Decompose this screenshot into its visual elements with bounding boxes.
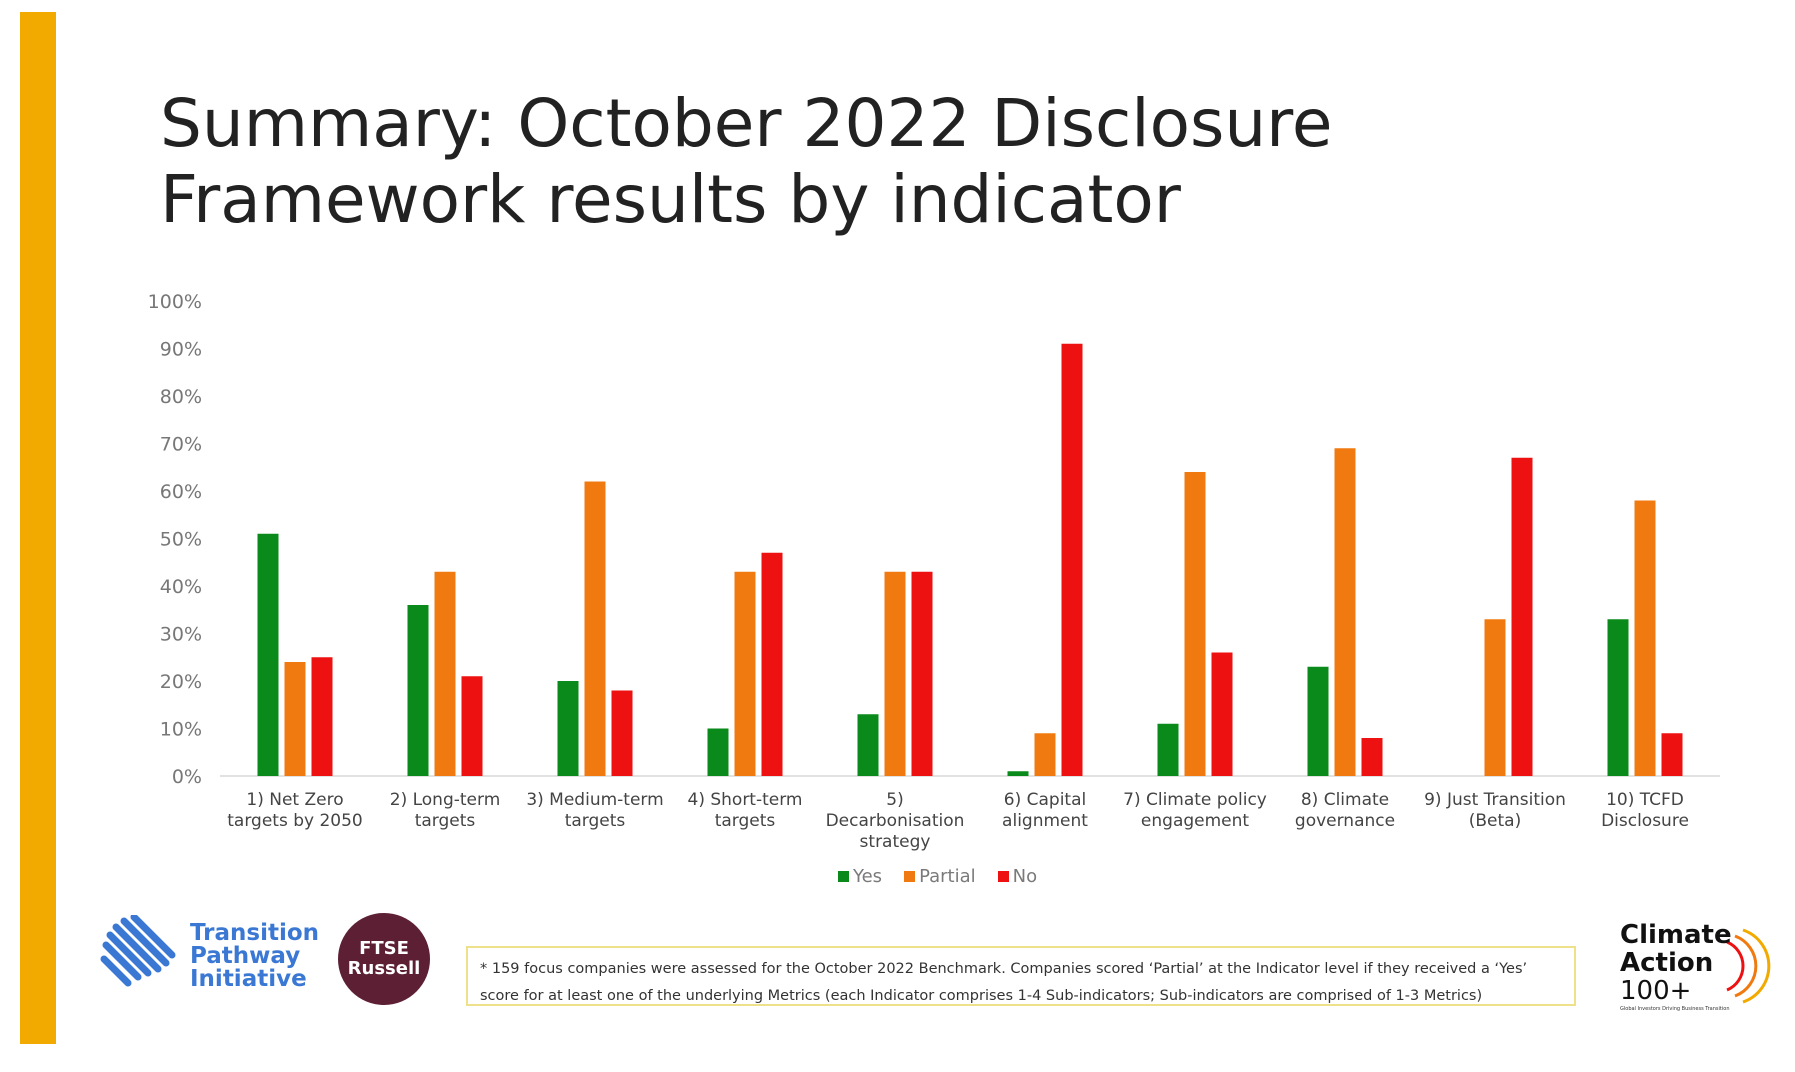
x-tick-label: targets by 2050 [227,811,362,831]
tpi-line-1: Transition [190,920,320,946]
legend-swatch-partial [904,871,916,882]
ca-tagline: Global Investors Driving Business Transi… [1620,1006,1730,1012]
title-line-1: Summary: October 2022 Disclosure [160,85,1333,162]
bar-partial [734,571,756,776]
legend-swatch-yes [838,871,849,882]
bar-no [311,657,333,776]
bar-partial [1634,500,1656,776]
ftse-russell-logo: FTSE Russell [338,913,430,1005]
title-line-2: Framework results by indicator [160,161,1181,238]
climate-action-logo-icon [1726,928,1771,1004]
bar-yes [257,533,279,776]
bar-no [1661,733,1683,776]
tpi-line-3: Initiative [190,966,307,992]
ca-line-1: Climate [1620,920,1732,950]
page-title: Summary: October 2022 Disclosure Framewo… [160,86,1560,238]
footnote-box: * 159 focus companies were assessed for … [466,946,1576,1006]
climate-action-logo-text: Climate Action 100+ Global Investors Dri… [1620,921,1732,1013]
tpi-line-2: Pathway [190,943,301,969]
x-tick-label: targets [415,811,476,831]
bar-yes [1607,619,1629,776]
bar-no [1511,457,1533,776]
footnote-line-2: score for at least one of the underlying… [480,988,1483,1004]
y-tick-label: 50% [160,529,202,551]
y-tick-label: 80% [160,386,202,408]
y-tick-label: 100% [148,291,202,313]
x-tick-label: 8) Climate [1301,790,1389,810]
x-tick-label: 10) TCFD [1606,790,1684,810]
legend-label-partial: Partial [919,866,976,887]
ftse-line-1: FTSE [359,938,409,959]
x-tick-label: strategy [860,832,931,852]
ca-action-word: Action [1620,948,1714,978]
bar-partial [884,571,906,776]
footnote-line-1: * 159 focus companies were assessed for … [480,961,1528,977]
bar-partial [1334,448,1356,776]
bar-yes [707,728,729,776]
x-tick-label: Decarbonisation [826,811,965,831]
bar-yes [1007,771,1029,776]
x-tick-label: 2) Long-term [390,790,501,810]
y-tick-label: 70% [160,434,202,456]
y-tick-label: 40% [160,576,202,598]
bar-yes [1307,666,1329,776]
bar-chart: 0% 10% 20% 30% 40% 50% 60% 70% 80% 90% 100% 1) Net … [148,291,1720,852]
legend-yes: Yes [838,866,882,887]
bar-no [461,676,483,776]
bar-partial [1484,619,1506,776]
x-tick-label: governance [1295,811,1395,831]
bar-partial [434,571,456,776]
x-tick-label: 4) Short-term [688,790,803,810]
bar-yes [857,714,879,776]
y-tick-label: 0% [172,766,202,788]
ftse-line-2: Russell [347,958,421,979]
bar-yes [557,681,579,776]
x-tick-label: 3) Medium-term [526,790,663,810]
x-tick-label: targets [715,811,776,831]
legend-partial: Partial [904,866,976,887]
bar-no [761,552,783,776]
x-tick-label: 5) [886,790,903,810]
bar-yes [1157,723,1179,776]
x-tick-label: alignment [1002,811,1088,831]
bar-partial [1034,733,1056,776]
x-tick-label: Disclosure [1601,811,1689,831]
y-tick-label: 90% [160,339,202,361]
x-tick-label: targets [565,811,626,831]
legend-swatch-no [997,871,1009,882]
bar-no [1361,738,1383,776]
x-tick-label: (Beta) [1469,811,1521,831]
tpi-logo-icon [100,915,176,987]
legend-label-no: No [1012,866,1038,887]
legend-no: No [997,866,1038,887]
bar-no [1211,652,1233,776]
bar-no [911,571,933,776]
bar-partial [284,662,306,776]
y-tick-label: 60% [160,481,202,503]
x-tick-label: 9) Just Transition [1424,790,1566,810]
ca-100-plus: 100+ [1620,976,1692,1006]
y-tick-label: 20% [160,671,202,693]
x-tick-label: engagement [1141,811,1249,831]
chart-legend: Yes Partial No [838,866,1037,887]
ca-line-2: Action 100+ [1620,949,1732,1005]
bar-no [1061,343,1083,776]
bar-no [611,690,633,776]
bar-partial [1184,472,1206,776]
accent-bar [20,12,56,1044]
x-tick-label: 7) Climate policy [1123,790,1267,810]
y-tick-label: 30% [160,624,202,646]
y-tick-label: 10% [160,719,202,741]
tpi-logo-text: Transition Pathway Initiative [190,922,319,991]
x-tick-label: 1) Net Zero [246,790,343,810]
bar-yes [407,605,429,776]
legend-label-yes: Yes [853,866,883,887]
x-tick-label: 6) Capital [1004,790,1086,810]
bar-partial [584,481,606,776]
